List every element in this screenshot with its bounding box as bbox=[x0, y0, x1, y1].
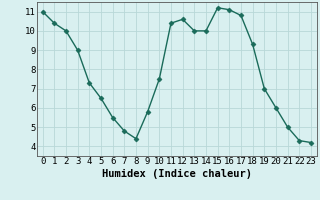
X-axis label: Humidex (Indice chaleur): Humidex (Indice chaleur) bbox=[102, 169, 252, 179]
